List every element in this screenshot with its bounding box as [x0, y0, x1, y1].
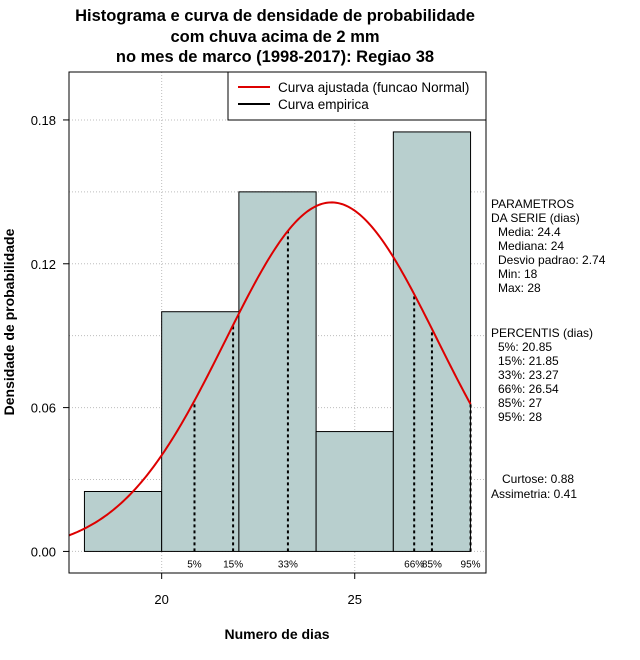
- side-panel: PARAMETROS DA SERIE (dias) Media: 24.4 M…: [491, 197, 606, 501]
- percentil-33: 33%: 23.27: [498, 368, 559, 382]
- histogram-bar: [238, 191, 317, 552]
- percentil-95: 95%: 28: [498, 410, 542, 424]
- param-mediana: Mediana: 24: [498, 239, 564, 253]
- params-heading: PARAMETROS: [491, 197, 574, 211]
- y-tick-label: 0.00: [31, 544, 56, 559]
- legend-box: [227, 71, 487, 121]
- title-line-3: no mes de marco (1998-2017): Regiao 38: [116, 48, 434, 66]
- histogram-bar: [392, 131, 472, 552]
- legend-label-empirica: Curva empirica: [278, 97, 369, 112]
- bars-layer: [83, 131, 472, 552]
- percentil-85: 85%: 27: [498, 396, 542, 410]
- x-axis: 20 25: [154, 573, 362, 607]
- param-desvio: Desvio padrao: 2.74: [498, 253, 606, 267]
- chart-title: Histograma e curva de densidade de proba…: [75, 7, 475, 66]
- percentile-label: 33%: [278, 559, 298, 570]
- title-line-2: com chuva acima de 2 mm: [170, 28, 379, 46]
- histogram-bar: [161, 311, 240, 552]
- y-tick-label: 0.12: [31, 257, 56, 272]
- y-tick-label: 0.18: [31, 113, 56, 128]
- stat-assimetria: Assimetria: 0.41: [491, 487, 577, 501]
- percentil-15: 15%: 21.85: [498, 354, 559, 368]
- y-axis: 0.00 0.06 0.12 0.18: [31, 113, 69, 559]
- y-axis-title: Densidade de probabilidade: [1, 228, 17, 415]
- param-max: Max: 28: [498, 281, 541, 295]
- param-min: Min: 18: [498, 267, 538, 281]
- percentile-label: 85%: [422, 559, 442, 570]
- x-tick-label: 20: [154, 592, 168, 607]
- fitted-normal-curve: [68, 201, 472, 537]
- percentil-66: 66%: 26.54: [498, 382, 559, 396]
- histogram-bar: [315, 431, 394, 552]
- percentile-label: 66%: [404, 559, 424, 570]
- percentil-5: 5%: 20.85: [498, 340, 552, 354]
- param-media: Media: 24.4: [498, 225, 561, 239]
- x-axis-title: Numero de dias: [224, 626, 329, 642]
- percentile-label: 95%: [461, 559, 481, 570]
- percentile-layer: 5% 15% 33% 66%85% 95%: [187, 230, 481, 570]
- params-subheading: DA SERIE (dias): [491, 211, 580, 225]
- title-line-1: Histograma e curva de densidade de proba…: [75, 7, 475, 25]
- y-tick-label: 0.06: [31, 401, 56, 416]
- percentile-label: 5%: [187, 559, 202, 570]
- x-tick-label: 25: [347, 592, 361, 607]
- stat-curtose: Curtose: 0.88: [502, 472, 574, 486]
- legend-label-fit: Curva ajustada (funcao Normal): [278, 80, 469, 95]
- curve-layer: [68, 201, 472, 537]
- legend: Curva ajustada (funcao Normal) Curva emp…: [227, 71, 487, 121]
- percentis-heading: PERCENTIS (dias): [491, 326, 593, 340]
- percentile-label: 15%: [223, 559, 243, 570]
